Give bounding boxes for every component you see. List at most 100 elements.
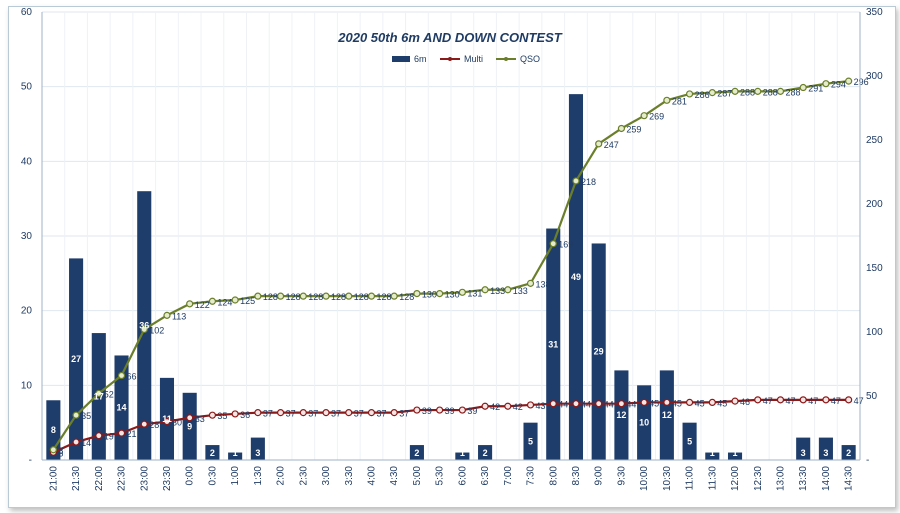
point-qso (458, 288, 466, 296)
bar-label-6m: 1 (733, 448, 738, 458)
data-label-multi: 47 (785, 396, 795, 406)
point-multi (436, 406, 444, 414)
x-tick-label: 11:00 (685, 466, 696, 491)
bar-label-6m: 14 (117, 403, 127, 413)
x-tick-label: 4:00 (366, 466, 377, 486)
data-label-multi: 47 (808, 396, 818, 406)
bar-label-6m: 2 (846, 448, 851, 458)
bar-6m (478, 445, 493, 460)
x-tick-label: 4:30 (389, 466, 400, 486)
y-left-tick-label: 30 (21, 231, 33, 242)
x-tick-label: 8:00 (548, 466, 559, 486)
data-label-multi: 14 (81, 438, 91, 448)
bar-6m (250, 437, 265, 460)
x-tick-label: 23:30 (162, 466, 173, 491)
bar-6m (591, 243, 606, 460)
data-label-multi: 28 (149, 420, 159, 430)
data-label-multi: 44 (581, 400, 591, 410)
data-label-qso: 128 (263, 292, 278, 302)
bar-label-6m: 1 (233, 448, 238, 458)
bar-label-6m: 11 (162, 414, 172, 424)
data-label-qso: 218 (581, 177, 596, 187)
y-right-tick-label: 300 (866, 71, 883, 82)
point-multi (708, 398, 716, 406)
y-left-tick-label: 10 (21, 380, 33, 391)
point-qso (663, 96, 671, 104)
y-left-tick-label: 20 (21, 306, 33, 317)
x-tick-label: 8:30 (571, 466, 582, 486)
y-left-tick-label: 60 (21, 7, 33, 18)
legend-dot-multi (448, 57, 452, 61)
chart-title: 2020 50th 6m AND DOWN CONTEST (337, 30, 563, 45)
point-multi (72, 438, 80, 446)
bar-6m (69, 258, 84, 460)
bar-6m (228, 452, 243, 460)
x-tick-label: 22:30 (117, 466, 128, 491)
data-label-qso: 133 (513, 286, 528, 296)
point-qso (254, 292, 262, 300)
point-multi (231, 410, 239, 418)
point-qso (367, 292, 376, 300)
point-qso (572, 177, 580, 185)
bar-6m (682, 422, 697, 460)
y-right-tick-label: 50 (866, 391, 878, 402)
x-tick-label: 14:00 (821, 466, 832, 491)
point-qso (390, 292, 398, 300)
bar-6m (523, 422, 538, 460)
data-label-qso: 102 (149, 325, 164, 335)
data-label-multi: 39 (467, 406, 477, 416)
x-tick-label: 13:30 (798, 466, 809, 491)
x-tick-label: 5:00 (412, 466, 423, 486)
data-label-multi: 37 (308, 409, 318, 419)
y-right-tick-label: 200 (866, 199, 883, 210)
data-label-qso: 259 (626, 124, 641, 134)
bar-label-6m: 10 (639, 418, 649, 428)
x-tick-label: 6:30 (480, 466, 491, 486)
data-label-multi: 44 (558, 400, 568, 410)
point-multi (390, 409, 398, 417)
data-label-multi: 37 (376, 409, 386, 419)
bar-label-6m: 2 (210, 448, 215, 458)
point-qso (186, 300, 194, 308)
data-label-qso: 130 (422, 290, 437, 300)
point-multi (754, 396, 762, 404)
x-tick-label: 13:00 (775, 466, 786, 491)
data-label-qso: 247 (604, 140, 619, 150)
point-multi (595, 400, 603, 408)
data-label-multi: 39 (422, 406, 432, 416)
data-label-multi: 45 (717, 398, 727, 408)
data-label-qso: 269 (649, 112, 664, 122)
data-label-multi: 37 (354, 409, 364, 419)
legend-label-6m: 6m (414, 54, 427, 64)
x-tick-label: 21:00 (48, 466, 59, 491)
data-label-qso: 35 (81, 411, 91, 421)
point-multi (95, 432, 103, 440)
data-label-qso: 281 (672, 96, 687, 106)
data-label-multi: 42 (513, 402, 523, 412)
y-left-tick-label: 40 (21, 156, 33, 167)
data-label-multi: 47 (763, 396, 773, 406)
data-label-multi: 43 (536, 401, 546, 411)
point-qso (776, 87, 785, 95)
point-qso (845, 77, 853, 85)
y-right-tick-label: 250 (866, 135, 883, 146)
x-tick-label: 1:30 (253, 466, 264, 486)
bar-6m (841, 445, 856, 460)
bar-label-6m: 3 (255, 448, 260, 458)
data-label-qso: 287 (717, 89, 732, 99)
y-left-tick-label: - (29, 455, 32, 466)
data-label-multi: 19 (104, 432, 114, 442)
point-multi (799, 396, 807, 404)
data-label-multi: 37 (286, 409, 296, 419)
bar-label-6m: 3 (823, 448, 828, 458)
point-qso (208, 297, 217, 305)
y-right-tick-label: - (866, 455, 869, 466)
point-qso (640, 112, 648, 120)
point-qso (163, 311, 171, 319)
legend-dot-qso (504, 57, 508, 61)
point-multi (617, 400, 626, 408)
data-label-qso: 125 (240, 296, 255, 306)
point-multi (663, 398, 671, 406)
